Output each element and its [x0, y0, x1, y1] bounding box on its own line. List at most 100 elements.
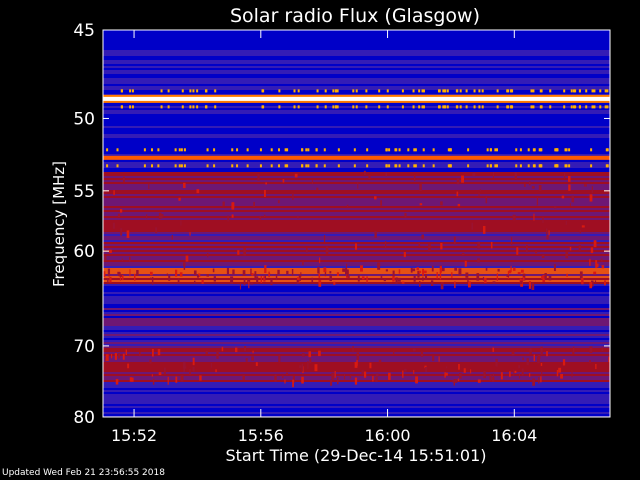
spectrogram-row — [103, 332, 610, 334]
band-speckle — [574, 89, 577, 93]
band-speckle — [398, 164, 401, 168]
emission-burst — [522, 276, 525, 281]
emission-burst — [589, 258, 591, 266]
emission-burst — [465, 272, 469, 278]
band-speckle — [143, 148, 146, 152]
emission-burst — [385, 269, 388, 272]
emission-burst — [454, 281, 456, 289]
emission-burst — [264, 275, 267, 280]
emission-burst — [213, 276, 216, 282]
spectrogram-row — [103, 394, 610, 396]
emission-burst — [221, 346, 224, 352]
emission-burst — [336, 272, 339, 277]
emission-burst — [242, 375, 245, 380]
emission-burst — [483, 370, 486, 379]
spectrogram-row — [103, 294, 610, 296]
emission-burst — [232, 269, 235, 275]
spectrogram-row — [103, 226, 610, 228]
emission-burst — [512, 214, 516, 221]
emission-burst — [231, 214, 234, 218]
band-speckle — [481, 105, 484, 109]
emission-burst — [183, 262, 186, 267]
emission-burst — [596, 263, 599, 268]
spectrogram-row — [103, 368, 610, 370]
emission-burst — [600, 258, 603, 262]
band-speckle — [555, 164, 558, 168]
emission-burst — [562, 359, 566, 366]
band-speckle — [386, 89, 389, 93]
band-speckle — [174, 148, 177, 152]
spectrogram-row — [103, 272, 610, 274]
emission-burst — [151, 348, 154, 357]
emission-burst — [131, 377, 134, 382]
emission-burst — [441, 267, 445, 272]
emission-burst — [183, 365, 186, 372]
emission-burst — [432, 355, 435, 362]
spectrogram-row — [103, 242, 610, 244]
emission-burst — [374, 230, 377, 238]
emission-burst — [120, 228, 123, 236]
spectrogram-row — [103, 58, 610, 60]
band-speckle — [446, 89, 449, 93]
emission-burst — [456, 178, 460, 185]
band-speckle — [455, 89, 458, 93]
emission-burst — [476, 273, 480, 281]
emission-burst — [234, 347, 238, 353]
spectrogram-row — [103, 116, 610, 118]
emission-burst — [484, 277, 487, 283]
spectrogram-row — [103, 396, 610, 398]
emission-burst — [595, 363, 597, 370]
emission-burst — [413, 175, 416, 182]
spectrogram-row — [103, 166, 610, 168]
emission-burst — [421, 234, 425, 239]
band-speckle — [336, 105, 339, 109]
emission-burst — [478, 192, 480, 197]
band-speckle — [422, 164, 425, 168]
spectrogram-row — [103, 52, 610, 54]
emission-burst — [419, 183, 422, 192]
spectrogram-row — [103, 66, 610, 68]
y-tick-label: 45 — [73, 21, 95, 41]
emission-burst — [430, 280, 434, 287]
emission-burst — [472, 173, 476, 177]
spectrogram-row — [103, 340, 610, 342]
band-speckle — [213, 164, 216, 168]
spectrogram-row — [103, 402, 610, 404]
emission-burst — [485, 268, 488, 271]
band-speckle — [352, 105, 355, 109]
emission-burst — [252, 350, 254, 354]
emission-burst — [581, 225, 585, 228]
spectrogram-row — [103, 280, 610, 282]
band-speckle — [183, 164, 186, 168]
spectrogram-row — [103, 300, 610, 302]
spectrogram-row — [103, 270, 610, 272]
band-speckle — [442, 105, 445, 109]
spectrogram-row — [103, 138, 610, 140]
spectrogram-row — [103, 404, 610, 406]
emission-burst — [323, 235, 326, 243]
emission-burst — [297, 215, 299, 219]
spectrogram-row — [103, 148, 610, 150]
emission-burst — [452, 380, 455, 383]
band-speckle — [443, 105, 446, 109]
band-speckle — [407, 148, 410, 152]
emission-burst — [232, 202, 235, 208]
band-speckle — [259, 148, 262, 152]
band-speckle — [585, 105, 588, 109]
band-speckle — [355, 105, 358, 109]
spectrogram-row — [103, 316, 610, 318]
emission-burst — [608, 356, 610, 363]
emission-burst — [105, 357, 107, 362]
spectrogram-row — [103, 370, 610, 372]
band-speckle — [353, 164, 356, 168]
band-speckle — [496, 105, 499, 109]
emission-burst — [398, 269, 401, 274]
emission-burst — [319, 257, 321, 264]
y-tick-label: 80 — [73, 408, 95, 428]
spectrogram-row — [103, 330, 610, 332]
emission-burst — [497, 268, 500, 272]
emission-burst — [107, 268, 111, 277]
emission-burst — [291, 268, 294, 276]
spectrogram-row — [103, 384, 610, 386]
spectrogram-row — [103, 278, 610, 280]
